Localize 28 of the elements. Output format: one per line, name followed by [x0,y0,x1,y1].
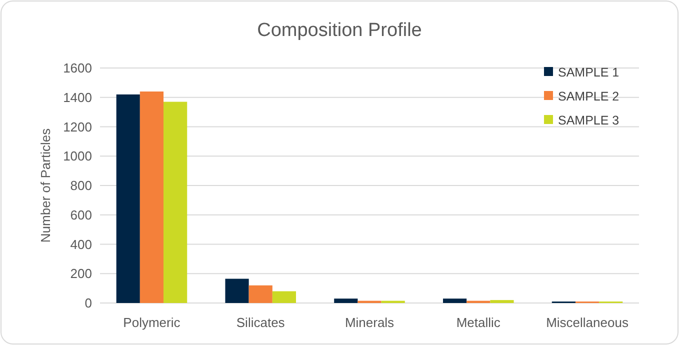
bar [140,92,164,303]
bar [490,300,514,303]
x-tick-label: Miscellaneous [546,315,629,330]
x-tick-label: Polymeric [123,315,181,330]
bar [334,298,358,303]
bar [164,102,188,303]
y-tick-label: 1400 [63,90,92,105]
bar [443,298,467,303]
x-tick-label: Minerals [344,315,395,330]
legend-label: SAMPLE 1 [558,65,620,80]
y-tick-label: 600 [70,207,92,222]
y-tick-label: 200 [70,266,92,282]
chart-title: Composition Profile [257,20,422,41]
y-axis-title: Number of Particles [38,128,53,243]
bar [225,278,249,303]
y-tick-label: 0 [84,296,92,311]
x-tick-label: Silicates [236,315,286,330]
y-tick-label: 800 [70,178,92,194]
legend-label: SAMPLE 3 [558,113,620,128]
y-tick-label: 1600 [63,60,92,76]
y-tick-label: 400 [70,236,92,252]
bar [248,285,272,303]
y-tick-label: 1000 [63,148,92,164]
bar [116,94,140,303]
y-tick-label: 1200 [63,119,92,134]
legend-label: SAMPLE 2 [558,89,620,104]
x-tick-label: Metallic [456,315,501,330]
bar [272,291,296,303]
